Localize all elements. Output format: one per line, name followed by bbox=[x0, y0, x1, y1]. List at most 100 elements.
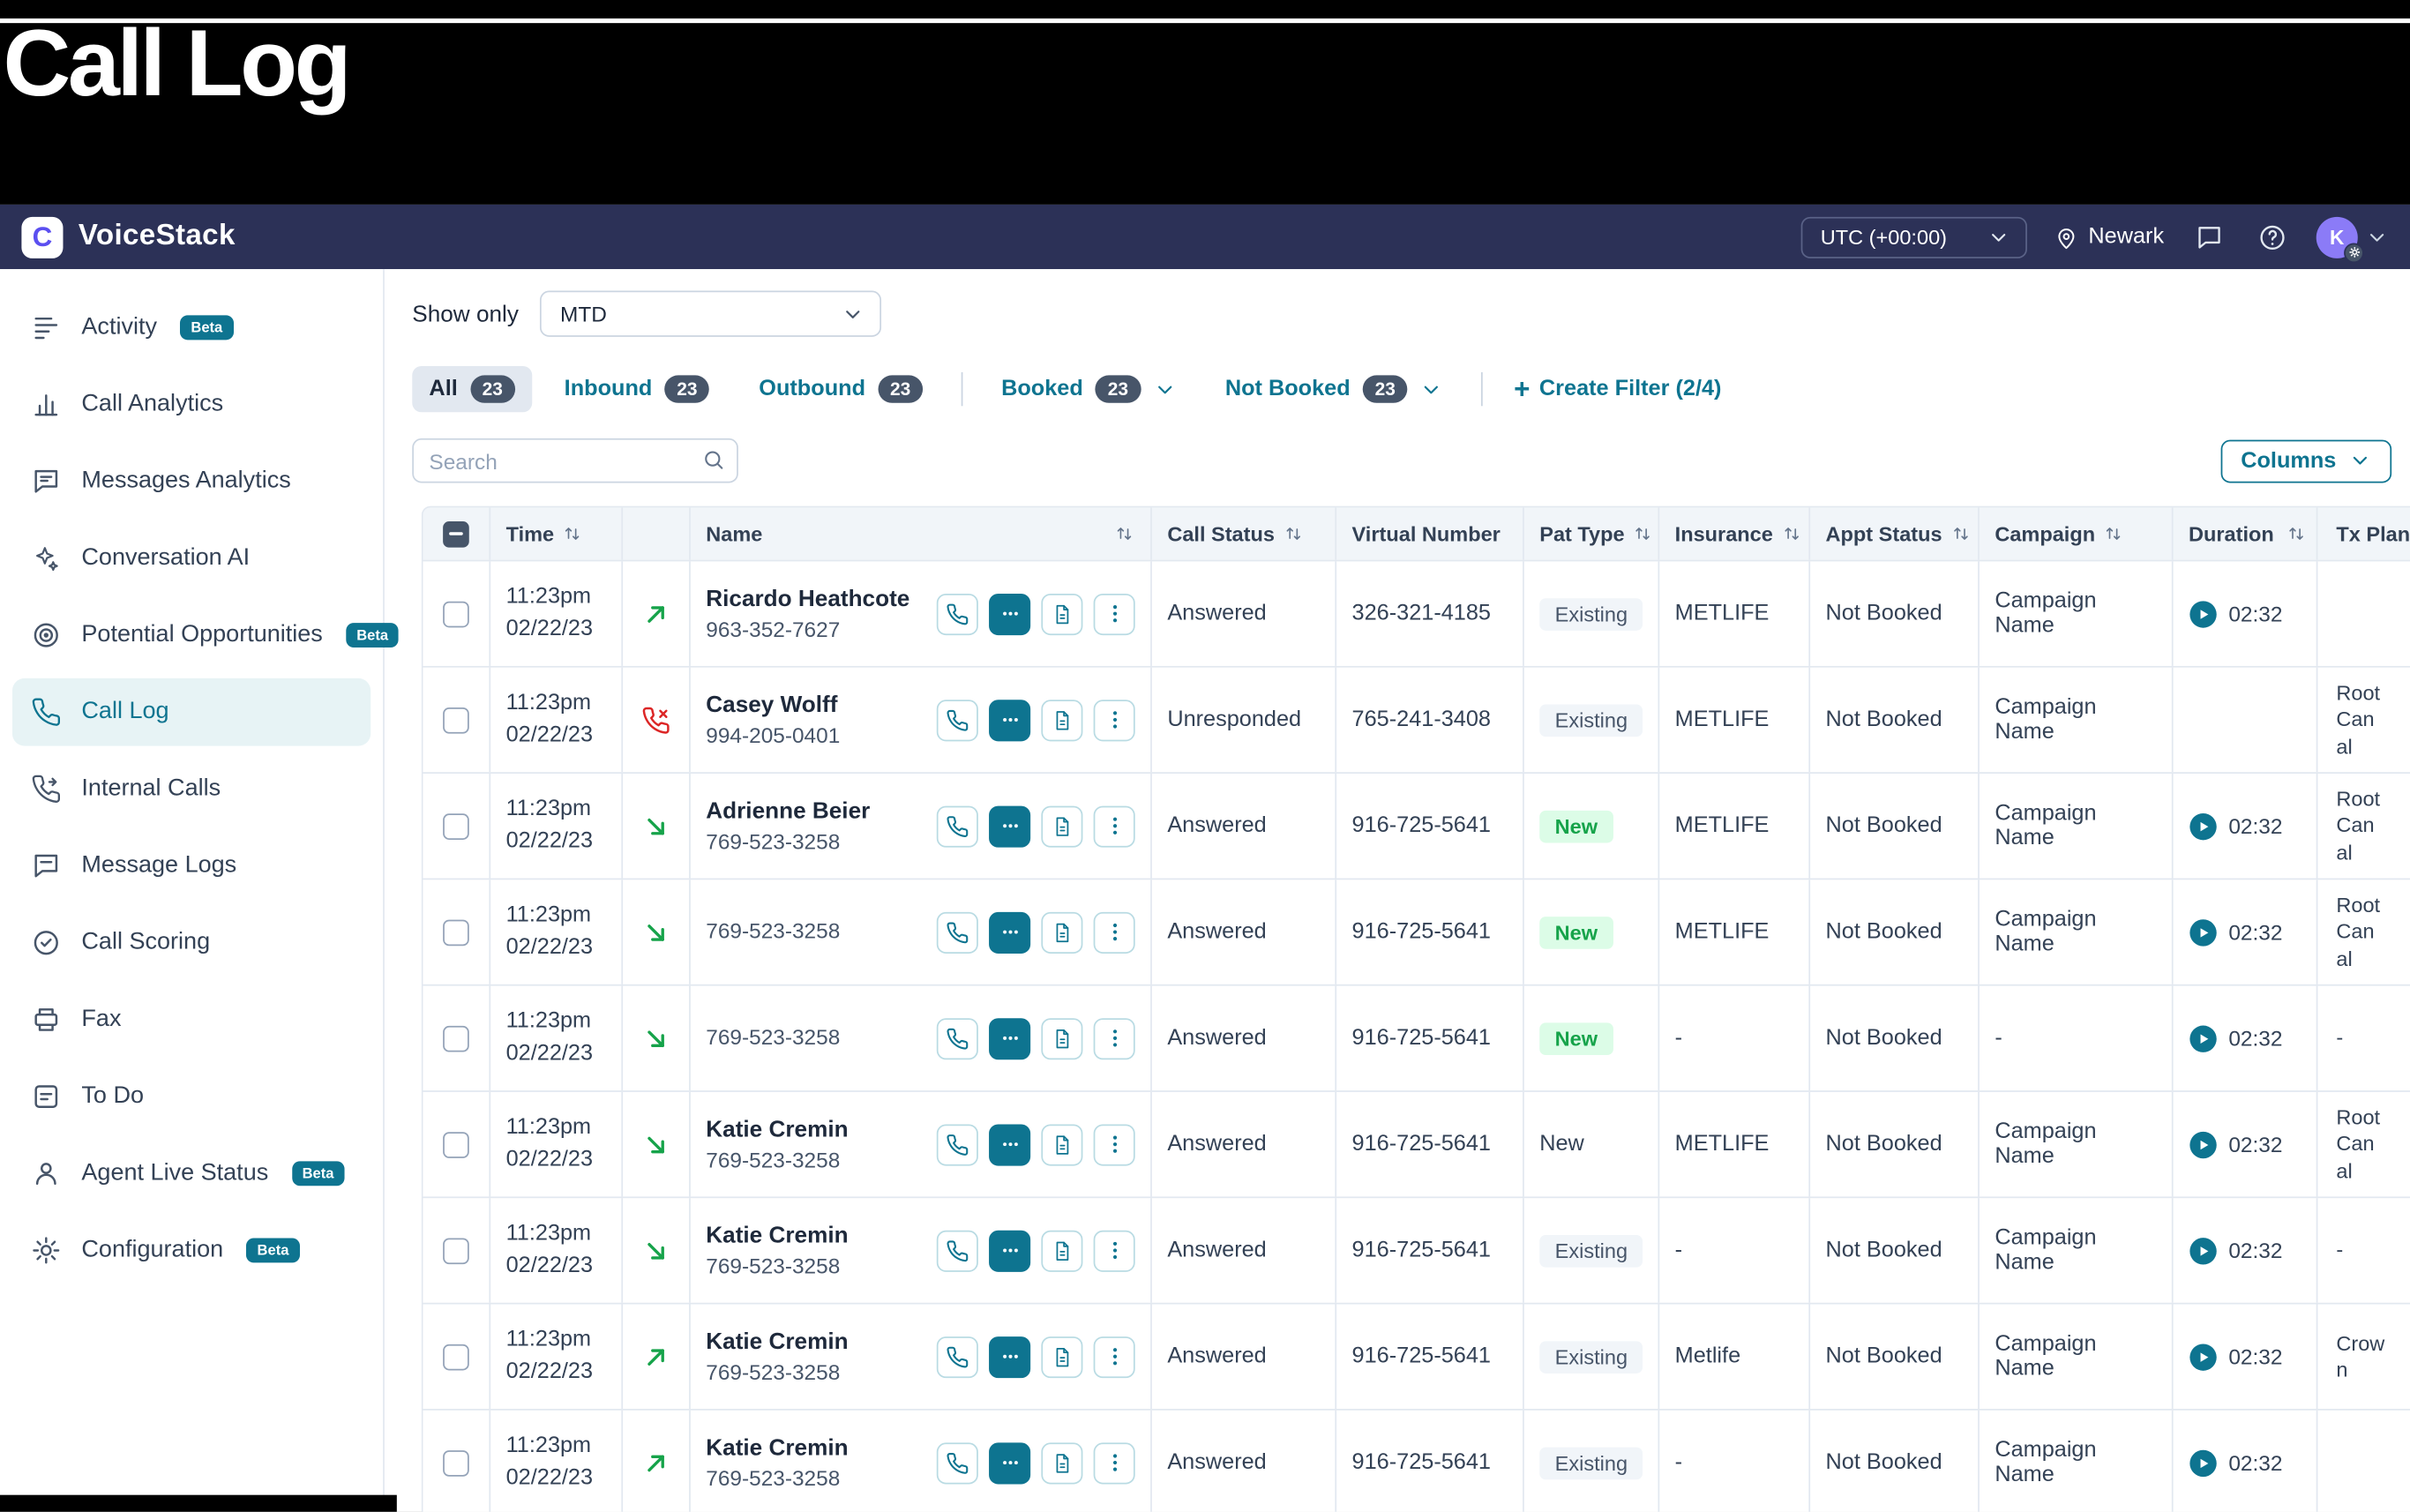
column-header-appt-status[interactable]: Appt Status bbox=[1810, 507, 1980, 560]
more-button[interactable] bbox=[1093, 1017, 1135, 1059]
row-checkbox[interactable] bbox=[443, 812, 469, 840]
call-button[interactable] bbox=[936, 1123, 978, 1165]
call-button[interactable] bbox=[936, 1336, 978, 1378]
search-input[interactable] bbox=[412, 438, 738, 483]
row-checkbox[interactable] bbox=[443, 1449, 469, 1476]
contact-name[interactable]: Katie Cremin bbox=[706, 1116, 849, 1142]
sidebar-item-call-scoring[interactable]: Call Scoring bbox=[12, 909, 370, 977]
sidebar-item-internal-calls[interactable]: Internal Calls bbox=[12, 755, 370, 823]
select-all-checkbox[interactable] bbox=[443, 520, 469, 547]
sort-icon[interactable] bbox=[2285, 523, 2306, 544]
document-button[interactable] bbox=[1041, 1123, 1083, 1165]
column-header-tx-plan[interactable]: Tx Plan bbox=[2317, 507, 2410, 559]
more-button[interactable] bbox=[1093, 805, 1135, 847]
column-header-call-status[interactable]: Call Status bbox=[1152, 507, 1337, 560]
period-select[interactable]: MTD bbox=[540, 290, 882, 337]
row-checkbox[interactable] bbox=[443, 1237, 469, 1264]
message-button[interactable] bbox=[989, 593, 1031, 635]
call-button[interactable] bbox=[936, 593, 978, 635]
filter-tab-outbound[interactable]: Outbound 23 bbox=[742, 366, 939, 412]
sidebar-item-activity[interactable]: Activity Beta bbox=[12, 294, 370, 362]
call-button[interactable] bbox=[936, 1441, 978, 1484]
contact-name[interactable]: Katie Cremin bbox=[706, 1222, 849, 1249]
more-button[interactable] bbox=[1093, 699, 1135, 741]
column-header-duration[interactable]: Duration bbox=[2174, 507, 2318, 560]
avatar[interactable]: K bbox=[2316, 215, 2364, 263]
column-header-campaign[interactable]: Campaign bbox=[1980, 507, 2174, 560]
play-recording-button[interactable] bbox=[2189, 1236, 2218, 1265]
contact-name[interactable]: Casey Wolff bbox=[706, 692, 838, 718]
contact-name[interactable]: Adrienne Beier bbox=[706, 797, 871, 824]
sort-icon[interactable] bbox=[1950, 523, 1971, 544]
sidebar-item-potential-opportunities[interactable]: Potential Opportunities Beta bbox=[12, 602, 400, 670]
message-button[interactable] bbox=[989, 1441, 1031, 1484]
more-button[interactable] bbox=[1093, 1441, 1135, 1484]
document-button[interactable] bbox=[1041, 1229, 1083, 1272]
message-button[interactable] bbox=[989, 911, 1031, 954]
more-button[interactable] bbox=[1093, 1229, 1135, 1272]
play-recording-button[interactable] bbox=[2189, 599, 2218, 628]
location-selector[interactable]: Newark bbox=[2053, 224, 2164, 251]
play-recording-button[interactable] bbox=[2189, 1448, 2218, 1478]
sidebar-item-to-do[interactable]: To Do bbox=[12, 1063, 370, 1131]
row-checkbox[interactable] bbox=[443, 707, 469, 733]
row-checkbox[interactable] bbox=[443, 1025, 469, 1052]
brand[interactable]: C VoiceStack bbox=[21, 215, 235, 258]
document-button[interactable] bbox=[1041, 593, 1083, 635]
more-button[interactable] bbox=[1093, 593, 1135, 635]
message-button[interactable] bbox=[989, 805, 1031, 847]
play-recording-button[interactable] bbox=[2189, 1023, 2218, 1052]
sidebar-item-call-analytics[interactable]: Call Analytics bbox=[12, 371, 370, 438]
call-button[interactable] bbox=[936, 911, 978, 954]
more-button[interactable] bbox=[1093, 1123, 1135, 1165]
sidebar-item-fax[interactable]: Fax bbox=[12, 986, 370, 1054]
message-button[interactable] bbox=[989, 1229, 1031, 1272]
document-button[interactable] bbox=[1041, 1336, 1083, 1378]
sort-icon[interactable] bbox=[2103, 523, 2124, 544]
filter-tab-booked[interactable]: Booked 23 bbox=[984, 366, 1193, 412]
document-button[interactable] bbox=[1041, 699, 1083, 741]
call-button[interactable] bbox=[936, 1229, 978, 1272]
sort-icon[interactable] bbox=[562, 523, 583, 544]
call-button[interactable] bbox=[936, 699, 978, 741]
row-checkbox[interactable] bbox=[443, 1343, 469, 1370]
message-button[interactable] bbox=[989, 1017, 1031, 1059]
sort-icon[interactable] bbox=[1632, 523, 1653, 544]
column-header-virtual-number[interactable]: Virtual Number bbox=[1336, 507, 1524, 560]
play-recording-button[interactable] bbox=[2189, 917, 2218, 947]
document-button[interactable] bbox=[1041, 1441, 1083, 1484]
contact-name[interactable]: Ricardo Heathcote bbox=[706, 585, 910, 612]
message-button[interactable] bbox=[989, 1336, 1031, 1378]
sidebar-item-conversation-ai[interactable]: Conversation AI bbox=[12, 525, 370, 593]
filter-tab-not-booked[interactable]: Not Booked 23 bbox=[1209, 366, 1460, 412]
play-recording-button[interactable] bbox=[2189, 812, 2218, 841]
filter-tab-inbound[interactable]: Inbound 23 bbox=[547, 366, 726, 412]
message-button[interactable] bbox=[989, 699, 1031, 741]
user-menu[interactable]: K bbox=[2316, 215, 2389, 263]
document-button[interactable] bbox=[1041, 911, 1083, 954]
contact-name[interactable]: Katie Cremin bbox=[706, 1328, 849, 1355]
sidebar-item-agent-live-status[interactable]: Agent Live Status Beta bbox=[12, 1140, 370, 1208]
row-checkbox[interactable] bbox=[443, 918, 469, 946]
document-button[interactable] bbox=[1041, 805, 1083, 847]
sidebar-item-message-logs[interactable]: Message Logs bbox=[12, 832, 370, 900]
row-checkbox[interactable] bbox=[443, 600, 469, 627]
row-checkbox[interactable] bbox=[443, 1131, 469, 1157]
play-recording-button[interactable] bbox=[2189, 1342, 2218, 1371]
chat-bubble-icon[interactable] bbox=[2190, 219, 2227, 256]
column-header-insurance[interactable]: Insurance bbox=[1659, 507, 1811, 560]
message-button[interactable] bbox=[989, 1123, 1031, 1165]
contact-name[interactable]: Katie Cremin bbox=[706, 1434, 849, 1461]
filter-tab-all[interactable]: All 23 bbox=[412, 365, 533, 413]
call-button[interactable] bbox=[936, 1017, 978, 1059]
call-button[interactable] bbox=[936, 805, 978, 847]
sidebar-item-configuration[interactable]: Configuration Beta bbox=[12, 1216, 370, 1284]
sidebar-item-call-log[interactable]: Call Log bbox=[11, 677, 371, 746]
sort-icon[interactable] bbox=[1283, 523, 1304, 544]
create-filter-button[interactable]: + Create Filter (2/4) bbox=[1514, 375, 1721, 402]
column-header-name[interactable]: Name bbox=[691, 507, 1152, 560]
timezone-select[interactable]: UTC (+00:00) bbox=[1800, 215, 2027, 258]
document-button[interactable] bbox=[1041, 1017, 1083, 1059]
sidebar-item-messages-analytics[interactable]: Messages Analytics bbox=[12, 447, 370, 515]
more-button[interactable] bbox=[1093, 911, 1135, 954]
